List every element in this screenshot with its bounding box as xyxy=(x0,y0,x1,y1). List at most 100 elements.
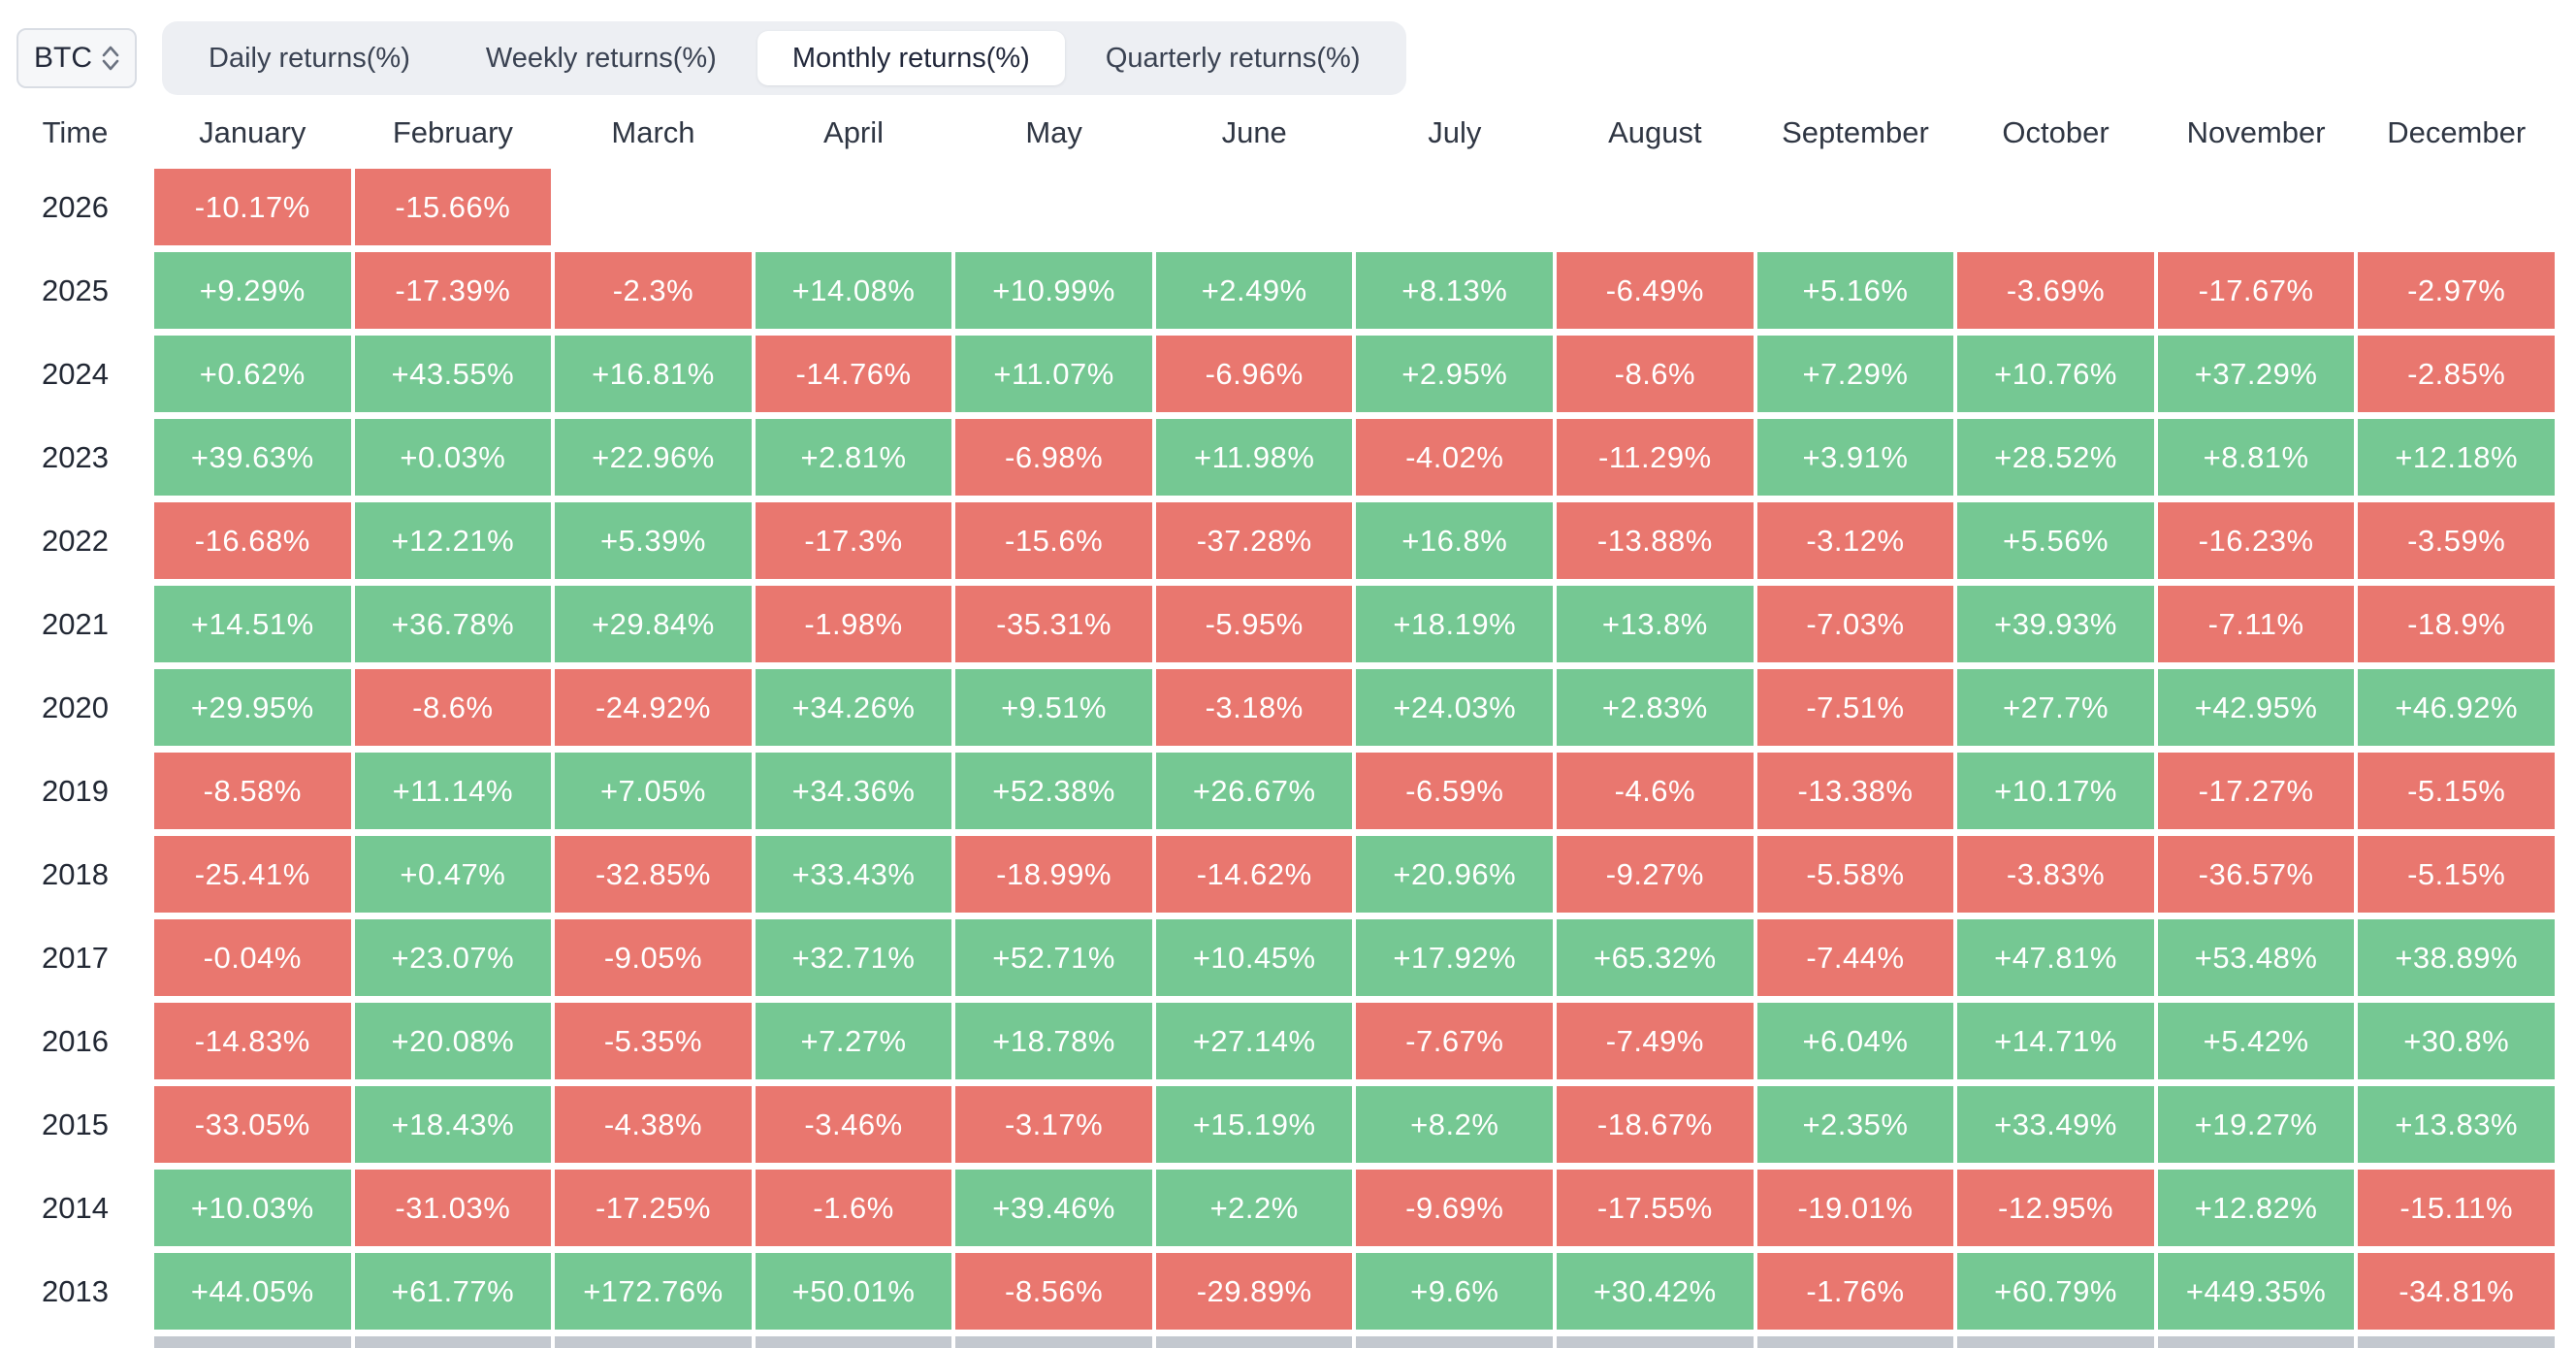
return-cell: -16.68% xyxy=(154,502,351,579)
return-cell: +27.14% xyxy=(1155,1003,1353,1079)
return-cell: +29.84% xyxy=(555,586,752,662)
return-cell: +12.82% xyxy=(2157,1170,2355,1246)
table-row: 2023 +39.63% +0.03% +22.96% +2.81% -6.98% +11.… xyxy=(0,419,2555,496)
return-cell: -9.69% xyxy=(1356,1170,1554,1246)
return-cell: +0.62% xyxy=(154,336,351,412)
return-cell xyxy=(2157,1336,2355,1348)
return-cell: -17.25% xyxy=(555,1170,752,1246)
return-cell: -1.6% xyxy=(755,1170,952,1246)
row-year-label: 2020 xyxy=(42,690,109,724)
return-cell: +7.05% xyxy=(555,753,752,829)
return-cell: +46.92% xyxy=(2358,669,2555,746)
return-cell: +29.95% xyxy=(154,669,351,746)
top-controls: BTC Daily returns(%) Weekly returns(%) M… xyxy=(0,0,2576,95)
monthly-returns-table: Time January February March April May June Jul… xyxy=(0,107,2576,1348)
tab-quarterly-returns[interactable]: Quarterly returns(%) xyxy=(1071,31,1396,85)
return-cell: -6.59% xyxy=(1356,753,1554,829)
column-header: October xyxy=(2002,115,2109,149)
return-cell: +18.19% xyxy=(1356,586,1554,662)
return-cell xyxy=(955,1336,1152,1348)
return-cell: +38.89% xyxy=(2358,919,2555,996)
return-cell: -17.67% xyxy=(2157,252,2355,329)
return-cell: -36.57% xyxy=(2157,836,2355,913)
return-cell: +28.52% xyxy=(1957,419,2154,496)
return-cell: +5.42% xyxy=(2157,1003,2355,1079)
return-cell: -7.67% xyxy=(1356,1003,1554,1079)
return-cell: +10.17% xyxy=(1957,753,2154,829)
return-cell: -15.11% xyxy=(2358,1170,2555,1246)
return-cell: +19.27% xyxy=(2157,1086,2355,1163)
return-cell: -14.83% xyxy=(154,1003,351,1079)
return-cell: +13.8% xyxy=(1557,586,1754,662)
return-cell xyxy=(1957,1336,2154,1348)
return-cell: +8.81% xyxy=(2157,419,2355,496)
return-cell: -6.98% xyxy=(955,419,1152,496)
return-cell: +17.92% xyxy=(1356,919,1554,996)
return-cell: -7.11% xyxy=(2157,586,2355,662)
table-row: 2019 -8.58% +11.14% +7.05% +34.36% +52.38% +26… xyxy=(0,753,2555,829)
return-cell: +27.7% xyxy=(1957,669,2154,746)
return-cell: +18.78% xyxy=(955,1003,1152,1079)
return-cell: +26.67% xyxy=(1155,753,1353,829)
return-cell: -3.69% xyxy=(1957,252,2154,329)
return-cell xyxy=(555,169,752,245)
return-cell: -32.85% xyxy=(555,836,752,913)
return-cell: +2.35% xyxy=(1756,1086,1954,1163)
tab-monthly-returns[interactable]: Monthly returns(%) xyxy=(757,31,1065,85)
return-cell xyxy=(2358,169,2555,245)
column-header: April xyxy=(823,115,885,149)
return-cell: +47.81% xyxy=(1957,919,2154,996)
return-cell: -3.59% xyxy=(2358,502,2555,579)
return-cell: -34.81% xyxy=(2358,1253,2555,1330)
return-cell: +16.8% xyxy=(1356,502,1554,579)
return-cell: -3.83% xyxy=(1957,836,2154,913)
table-row: 2024 +0.62% +43.55% +16.81% -14.76% +11.07% -6… xyxy=(0,336,2555,412)
return-cell: -13.38% xyxy=(1756,753,1954,829)
return-cell: +449.35% xyxy=(2157,1253,2355,1330)
row-year-label: 2025 xyxy=(42,273,109,307)
return-cell: +10.45% xyxy=(1155,919,1353,996)
row-year-label: 2017 xyxy=(42,940,109,975)
return-cell: -33.05% xyxy=(154,1086,351,1163)
tab-weekly-returns[interactable]: Weekly returns(%) xyxy=(451,31,752,85)
return-cell: -6.49% xyxy=(1557,252,1754,329)
return-cell: -7.51% xyxy=(1756,669,1954,746)
return-cell: +20.96% xyxy=(1356,836,1554,913)
returns-interval-tabs: Daily returns(%) Weekly returns(%) Month… xyxy=(162,21,1407,95)
return-cell: -25.41% xyxy=(154,836,351,913)
return-cell: -3.46% xyxy=(755,1086,952,1163)
return-cell: +34.26% xyxy=(755,669,952,746)
return-cell: +18.43% xyxy=(354,1086,552,1163)
return-cell: +0.03% xyxy=(354,419,552,496)
return-cell: +32.71% xyxy=(755,919,952,996)
time-column-header: Time xyxy=(42,115,109,149)
return-cell xyxy=(1356,1336,1554,1348)
return-cell: -1.98% xyxy=(755,586,952,662)
return-cell: -7.44% xyxy=(1756,919,1954,996)
return-cell: -19.01% xyxy=(1756,1170,1954,1246)
asset-select-button[interactable]: BTC xyxy=(16,28,137,88)
return-cell: -11.29% xyxy=(1557,419,1754,496)
table-body: 2026 -10.17% -15.66% 2025 +9.29% -17.39% -2.3%… xyxy=(0,169,2555,1348)
return-cell: -6.96% xyxy=(1155,336,1353,412)
return-cell: +10.99% xyxy=(955,252,1152,329)
return-cell: +0.47% xyxy=(354,836,552,913)
return-cell: +11.98% xyxy=(1155,419,1353,496)
return-cell: +61.77% xyxy=(354,1253,552,1330)
return-cell: -18.9% xyxy=(2358,586,2555,662)
table-row: 2013 +44.05% +61.77% +172.76% +50.01% -8.56% -… xyxy=(0,1253,2555,1330)
return-cell xyxy=(555,1336,752,1348)
return-cell: +7.29% xyxy=(1756,336,1954,412)
sort-chevrons-icon xyxy=(102,46,119,71)
tab-daily-returns[interactable]: Daily returns(%) xyxy=(174,31,445,85)
return-cell: -7.49% xyxy=(1557,1003,1754,1079)
table-row: 2014 +10.03% -31.03% -17.25% -1.6% +39.46% +2.… xyxy=(0,1170,2555,1246)
return-cell: -9.05% xyxy=(555,919,752,996)
column-header: November xyxy=(2186,115,2326,149)
table-row: 2025 +9.29% -17.39% -2.3% +14.08% +10.99% +2.4… xyxy=(0,252,2555,329)
return-cell: -8.56% xyxy=(955,1253,1152,1330)
return-cell: -2.97% xyxy=(2358,252,2555,329)
table-row: 2021 +14.51% +36.78% +29.84% -1.98% -35.31% -5… xyxy=(0,586,2555,662)
return-cell: -18.67% xyxy=(1557,1086,1754,1163)
return-cell: +2.2% xyxy=(1155,1170,1353,1246)
